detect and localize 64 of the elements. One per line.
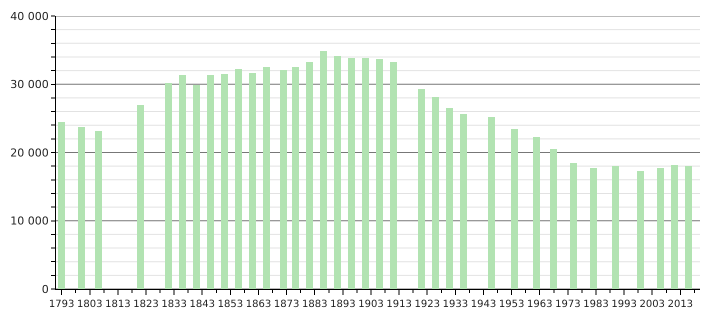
x-tick-label: 1953 bbox=[498, 299, 524, 310]
bar bbox=[550, 149, 557, 289]
bar bbox=[179, 75, 186, 289]
bar bbox=[221, 74, 228, 289]
x-tick-label: 1973 bbox=[555, 299, 581, 310]
bar bbox=[376, 59, 383, 289]
bar bbox=[78, 127, 85, 289]
x-tick-label: 1793 bbox=[48, 299, 74, 310]
bar bbox=[671, 165, 678, 289]
bar bbox=[137, 105, 144, 289]
x-tick-label: 1873 bbox=[274, 299, 300, 310]
bar bbox=[306, 62, 313, 289]
bar bbox=[320, 51, 327, 289]
x-tick-label: 1933 bbox=[442, 299, 468, 310]
x-tick-label: 1943 bbox=[470, 299, 496, 310]
x-tick-label: 1963 bbox=[526, 299, 552, 310]
bar bbox=[612, 166, 619, 289]
x-tick-label: 1883 bbox=[302, 299, 328, 310]
bar bbox=[511, 129, 518, 289]
bar bbox=[95, 131, 102, 289]
bar bbox=[58, 122, 65, 289]
y-tick-label: 0 bbox=[42, 282, 49, 296]
y-tick-label: 40 000 bbox=[10, 10, 49, 23]
x-tick-label: 1853 bbox=[218, 299, 244, 310]
x-tick-label: 1893 bbox=[330, 299, 356, 310]
bar bbox=[637, 171, 644, 289]
bar bbox=[207, 75, 214, 289]
x-tick-label: 1903 bbox=[358, 299, 384, 310]
bar bbox=[193, 85, 200, 289]
bar bbox=[165, 83, 172, 289]
bar bbox=[533, 137, 540, 289]
bar bbox=[685, 166, 692, 289]
x-tick-label: 1833 bbox=[161, 299, 187, 310]
x-tick-label: 1993 bbox=[611, 299, 637, 310]
y-tick-label: 20 000 bbox=[10, 146, 49, 160]
bar bbox=[292, 67, 299, 289]
y-tick-label: 10 000 bbox=[10, 214, 49, 228]
x-tick-label: 1843 bbox=[190, 299, 215, 310]
bar bbox=[249, 73, 256, 289]
bar bbox=[460, 114, 467, 289]
bar bbox=[362, 58, 369, 289]
bar bbox=[488, 117, 495, 289]
bar bbox=[657, 168, 664, 289]
bar bbox=[334, 56, 341, 289]
y-tick-label: 30 000 bbox=[10, 78, 49, 92]
x-tick-label: 1823 bbox=[133, 299, 159, 310]
x-tick-label: 2003 bbox=[639, 299, 665, 310]
bar bbox=[263, 67, 270, 289]
x-tick-label: 2013 bbox=[668, 299, 694, 310]
bar bbox=[570, 163, 577, 289]
bar bbox=[432, 97, 439, 289]
bar bbox=[235, 69, 242, 289]
x-tick-label: 1803 bbox=[77, 299, 102, 310]
bar bbox=[446, 108, 453, 289]
x-tick-label: 1983 bbox=[583, 299, 609, 310]
x-tick-label: 1923 bbox=[414, 299, 440, 310]
bar bbox=[280, 70, 287, 289]
x-tick-label: 1863 bbox=[246, 299, 272, 310]
x-tick-label: 1913 bbox=[386, 299, 412, 310]
bar bbox=[390, 62, 397, 289]
bar bbox=[418, 89, 425, 289]
bar bbox=[590, 168, 597, 289]
bar bbox=[348, 58, 355, 289]
x-tick-label: 1813 bbox=[105, 299, 131, 310]
